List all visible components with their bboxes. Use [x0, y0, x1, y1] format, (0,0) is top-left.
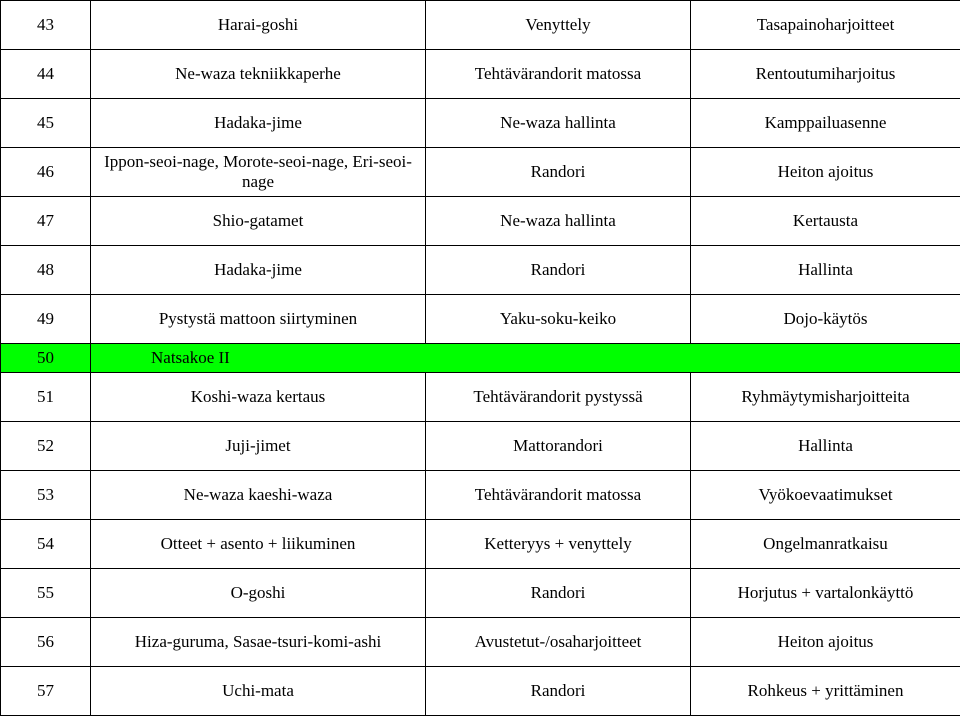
- table-row: 54Otteet + asento + liikuminenKetteryys …: [1, 520, 960, 569]
- cell-num: 44: [1, 50, 91, 99]
- cell-technique: Juji-jimet: [91, 422, 426, 471]
- cell-num: 43: [1, 1, 91, 50]
- cell-num: 56: [1, 618, 91, 667]
- table-row: 56Hiza-guruma, Sasae-tsuri-komi-ashiAvus…: [1, 618, 960, 667]
- cell-focus: Tasapainoharjoitteet: [691, 1, 960, 50]
- cell-technique: O-goshi: [91, 569, 426, 618]
- cell-exercise: Ketteryys + venyttely: [426, 520, 691, 569]
- table-row: 44Ne-waza tekniikkaperheTehtävärandorit …: [1, 50, 960, 99]
- cell-focus: Kertausta: [691, 197, 960, 246]
- cell-num: 49: [1, 295, 91, 344]
- cell-technique: Ne-waza kaeshi-waza: [91, 471, 426, 520]
- cell-focus: Rohkeus + yrittäminen: [691, 667, 960, 716]
- cell-technique: Hiza-guruma, Sasae-tsuri-komi-ashi: [91, 618, 426, 667]
- cell-num: 47: [1, 197, 91, 246]
- table-row: 53Ne-waza kaeshi-wazaTehtävärandorit mat…: [1, 471, 960, 520]
- table-row: 55O-goshiRandoriHorjutus + vartalonkäytt…: [1, 569, 960, 618]
- cell-num: 50: [1, 344, 91, 373]
- cell-num: 52: [1, 422, 91, 471]
- cell-technique: Ippon-seoi-nage, Morote-seoi-nage, Eri-s…: [91, 148, 426, 197]
- cell-num: 55: [1, 569, 91, 618]
- cell-exercise: Randori: [426, 148, 691, 197]
- cell-technique: Pystystä mattoon siirtyminen: [91, 295, 426, 344]
- cell-focus: Rentoutumiharjoitus: [691, 50, 960, 99]
- cell-focus: Kamppailuasenne: [691, 99, 960, 148]
- cell-focus: Ongelmanratkaisu: [691, 520, 960, 569]
- cell-exercise: Yaku-soku-keiko: [426, 295, 691, 344]
- cell-exercise: Ne-waza hallinta: [426, 99, 691, 148]
- cell-num: 53: [1, 471, 91, 520]
- cell-num: 54: [1, 520, 91, 569]
- table-row: 52Juji-jimetMattorandoriHallinta: [1, 422, 960, 471]
- cell-technique: Otteet + asento + liikuminen: [91, 520, 426, 569]
- cell-focus: Horjutus + vartalonkäyttö: [691, 569, 960, 618]
- table-row: 46Ippon-seoi-nage, Morote-seoi-nage, Eri…: [1, 148, 960, 197]
- table-row: 45Hadaka-jimeNe-waza hallintaKamppailuas…: [1, 99, 960, 148]
- cell-technique: Ne-waza tekniikkaperhe: [91, 50, 426, 99]
- cell-num: 57: [1, 667, 91, 716]
- cell-focus: Hallinta: [691, 422, 960, 471]
- cell-num: 46: [1, 148, 91, 197]
- table-row: 57Uchi-mataRandoriRohkeus + yrittäminen: [1, 667, 960, 716]
- cell-exercise: Randori: [426, 667, 691, 716]
- cell-title: Natsakoe II: [91, 344, 960, 373]
- cell-num: 51: [1, 373, 91, 422]
- table-body: 43Harai-goshiVenyttelyTasapainoharjoitte…: [1, 1, 960, 716]
- cell-num: 48: [1, 246, 91, 295]
- cell-exercise: Ne-waza hallinta: [426, 197, 691, 246]
- cell-num: 45: [1, 99, 91, 148]
- table-row: 48Hadaka-jimeRandoriHallinta: [1, 246, 960, 295]
- cell-focus: Hallinta: [691, 246, 960, 295]
- table-row: 51Koshi-waza kertausTehtävärandorit pyst…: [1, 373, 960, 422]
- cell-focus: Heiton ajoitus: [691, 148, 960, 197]
- cell-technique: Hadaka-jime: [91, 246, 426, 295]
- cell-exercise: Mattorandori: [426, 422, 691, 471]
- table-row: 50Natsakoe II: [1, 344, 960, 373]
- cell-exercise: Avustetut-/osaharjoitteet: [426, 618, 691, 667]
- cell-exercise: Randori: [426, 569, 691, 618]
- cell-technique: Harai-goshi: [91, 1, 426, 50]
- cell-exercise: Randori: [426, 246, 691, 295]
- cell-exercise: Tehtävärandorit matossa: [426, 50, 691, 99]
- cell-focus: Dojo-käytös: [691, 295, 960, 344]
- table-row: 43Harai-goshiVenyttelyTasapainoharjoitte…: [1, 1, 960, 50]
- schedule-table: 43Harai-goshiVenyttelyTasapainoharjoitte…: [0, 0, 960, 716]
- table-row: 49Pystystä mattoon siirtyminenYaku-soku-…: [1, 295, 960, 344]
- cell-technique: Hadaka-jime: [91, 99, 426, 148]
- table-row: 47Shio-gatametNe-waza hallintaKertausta: [1, 197, 960, 246]
- table-container: 43Harai-goshiVenyttelyTasapainoharjoitte…: [0, 0, 960, 716]
- cell-technique: Shio-gatamet: [91, 197, 426, 246]
- cell-exercise: Tehtävärandorit pystyssä: [426, 373, 691, 422]
- cell-focus: Vyökoevaatimukset: [691, 471, 960, 520]
- cell-technique: Uchi-mata: [91, 667, 426, 716]
- cell-exercise: Venyttely: [426, 1, 691, 50]
- cell-focus: Ryhmäytymisharjoitteita: [691, 373, 960, 422]
- cell-exercise: Tehtävärandorit matossa: [426, 471, 691, 520]
- cell-technique: Koshi-waza kertaus: [91, 373, 426, 422]
- cell-focus: Heiton ajoitus: [691, 618, 960, 667]
